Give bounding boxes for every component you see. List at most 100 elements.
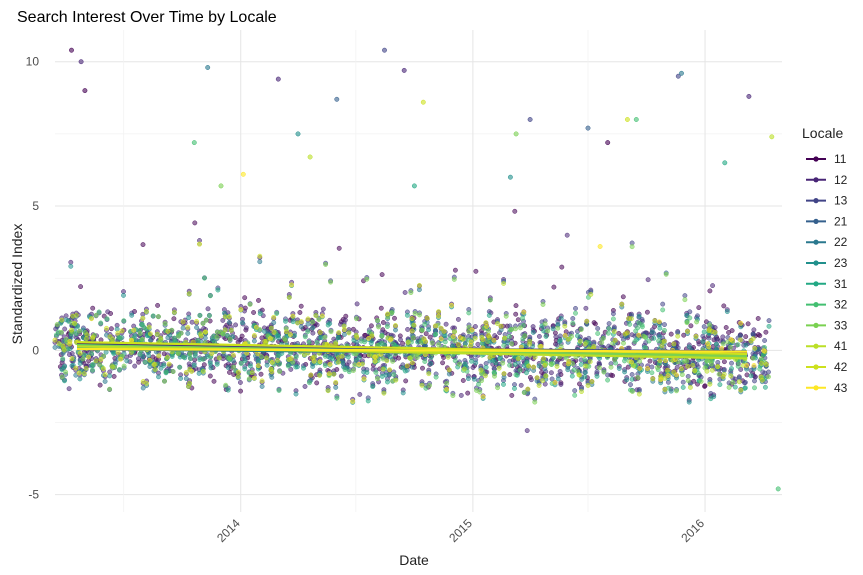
data-point [540, 302, 546, 307]
data-point [230, 352, 236, 358]
data-point [426, 371, 432, 377]
data-point [115, 330, 121, 336]
data-point [541, 356, 546, 362]
data-point [520, 315, 525, 321]
data-point [601, 369, 607, 375]
data-point [96, 309, 102, 315]
data-point [307, 380, 312, 386]
data-point [200, 368, 206, 374]
data-point [452, 267, 458, 273]
data-point [388, 337, 393, 343]
data-point [621, 340, 626, 346]
data-point [259, 378, 265, 384]
data-point [376, 324, 381, 330]
data-point [411, 322, 417, 328]
data-point [710, 283, 716, 289]
data-point [709, 367, 715, 373]
data-point [194, 325, 200, 330]
data-point [491, 337, 497, 343]
data-point [644, 309, 650, 315]
data-point [132, 363, 138, 369]
data-point [661, 338, 667, 344]
data-point [758, 356, 764, 362]
data-point [562, 333, 568, 338]
data-point [288, 366, 294, 372]
data-point [524, 370, 529, 376]
outlier-point [624, 117, 630, 122]
data-point [572, 392, 578, 398]
data-point [393, 327, 398, 333]
data-point [81, 371, 87, 377]
data-point [195, 338, 201, 344]
data-point [121, 318, 127, 324]
data-point [451, 276, 457, 282]
data-point [59, 374, 65, 380]
data-point [726, 384, 732, 390]
data-point [570, 316, 576, 321]
data-point [605, 372, 611, 378]
data-point [202, 275, 207, 281]
data-point [288, 356, 294, 361]
data-point [104, 316, 110, 322]
data-point [478, 367, 484, 373]
data-point [207, 360, 213, 366]
data-point [565, 336, 571, 342]
data-point [310, 319, 315, 325]
data-point [243, 325, 249, 331]
data-point [354, 301, 360, 307]
data-point [446, 371, 452, 377]
data-point [509, 327, 515, 332]
data-point [403, 378, 409, 384]
data-point [322, 334, 328, 340]
legend-label: 12 [834, 173, 848, 187]
data-point [551, 284, 557, 290]
data-point [635, 325, 641, 331]
data-point [473, 360, 479, 366]
data-point [742, 379, 748, 385]
data-point [107, 386, 113, 392]
data-point [444, 381, 450, 386]
data-point [310, 364, 316, 369]
data-point [194, 318, 200, 324]
data-point [305, 316, 311, 322]
data-point [542, 321, 548, 327]
data-point [762, 338, 768, 343]
data-point [341, 332, 347, 337]
data-point [720, 374, 726, 380]
data-point [645, 366, 650, 372]
data-point [235, 373, 241, 379]
data-point [755, 316, 761, 321]
data-point [183, 369, 189, 375]
data-point [358, 338, 364, 344]
data-point [238, 361, 244, 366]
data-point [735, 342, 741, 348]
data-point [495, 385, 501, 391]
data-point [572, 388, 578, 394]
data-point [639, 322, 645, 328]
data-point [233, 322, 239, 328]
data-point [147, 357, 153, 363]
data-point [495, 321, 500, 327]
data-point [124, 358, 130, 364]
outlier-point [218, 183, 224, 189]
data-point [105, 309, 111, 315]
data-point [60, 356, 66, 362]
data-point [319, 313, 325, 319]
data-point [155, 314, 161, 320]
data-point [164, 354, 170, 360]
data-point [338, 373, 344, 379]
data-point [147, 337, 153, 343]
data-point [763, 329, 769, 335]
data-point [452, 358, 458, 364]
data-point [216, 355, 222, 361]
data-point [129, 312, 135, 318]
data-point [728, 373, 734, 379]
data-point [492, 333, 498, 339]
data-point [400, 390, 406, 396]
data-point [187, 350, 193, 356]
legend-item: 23 [806, 256, 848, 270]
data-point [97, 362, 103, 367]
outlier-point [307, 154, 313, 160]
data-point [271, 320, 277, 326]
legend-label: 22 [834, 235, 848, 249]
